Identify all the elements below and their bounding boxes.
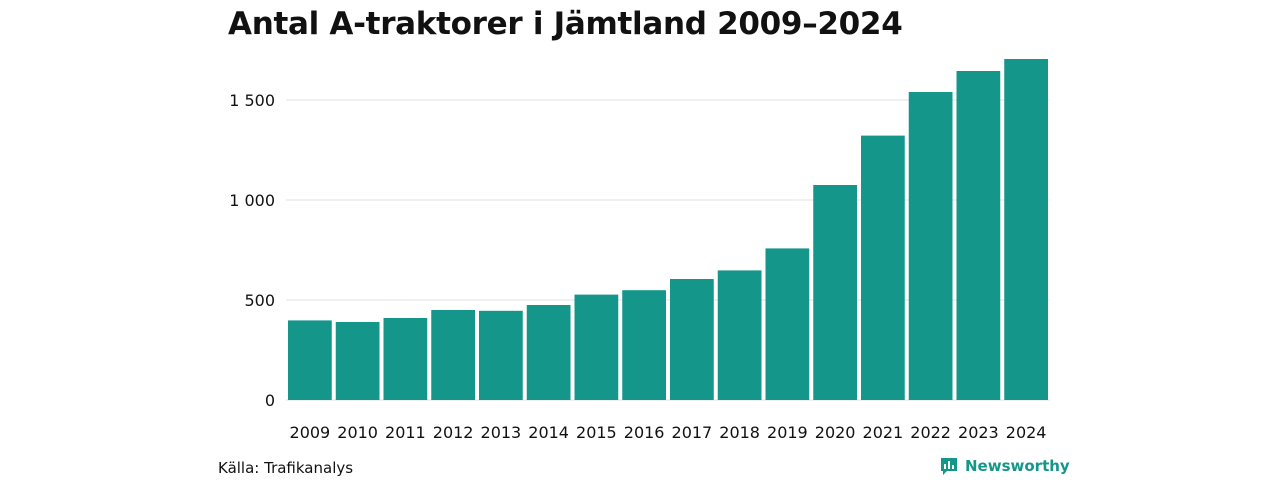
- bar-2011[interactable]: [383, 318, 428, 400]
- chart-title: Antal A-traktorer i Jämtland 2009–2024: [228, 6, 903, 42]
- x-tick-label: 2011: [385, 423, 426, 442]
- x-tick-label: 2010: [337, 423, 378, 442]
- x-tick-label: 2013: [481, 423, 522, 442]
- x-tick-label: 2009: [290, 423, 331, 442]
- bar-2023[interactable]: [956, 71, 1001, 400]
- x-tick-label: 2023: [958, 423, 999, 442]
- x-tick-label: 2022: [910, 423, 951, 442]
- x-tick-label: 2020: [815, 423, 856, 442]
- x-tick-label: 2021: [863, 423, 904, 442]
- x-tick-label: 2017: [672, 423, 713, 442]
- y-tick-label: 1 500: [229, 91, 275, 110]
- bar-2020[interactable]: [813, 185, 857, 400]
- bar-2012[interactable]: [431, 310, 475, 400]
- y-axis-ticks: 0 500 1 000 1 500: [229, 91, 275, 410]
- bar-2009[interactable]: [288, 320, 332, 400]
- bar-2010[interactable]: [335, 322, 380, 400]
- x-tick-label: 2014: [528, 423, 569, 442]
- newsworthy-logo-icon: [941, 458, 957, 475]
- y-tick-label: 500: [244, 291, 275, 310]
- bar-2014[interactable]: [526, 305, 571, 400]
- bar-2016[interactable]: [622, 290, 666, 400]
- bar-2024[interactable]: [1004, 59, 1048, 400]
- bars: [288, 59, 1048, 400]
- bar-2019[interactable]: [765, 248, 810, 400]
- bar-2015[interactable]: [574, 294, 619, 400]
- x-tick-label: 2016: [624, 423, 665, 442]
- bar-2021[interactable]: [861, 135, 905, 400]
- brand-logo[interactable]: Newsworthy: [939, 456, 1070, 476]
- source-note: Källa: Trafikanalys: [218, 459, 354, 477]
- bar-2017[interactable]: [670, 279, 714, 400]
- x-tick-label: 2019: [767, 423, 808, 442]
- x-tick-label: 2012: [433, 423, 474, 442]
- y-tick-label: 0: [265, 391, 275, 410]
- brand-name: Newsworthy: [965, 457, 1070, 475]
- x-tick-label: 2024: [1006, 423, 1047, 442]
- x-tick-label: 2018: [719, 423, 760, 442]
- x-tick-label: 2015: [576, 423, 617, 442]
- bar-2018[interactable]: [717, 270, 762, 400]
- x-axis-ticks: 2009 2010 2011 2012 2013 2014 2015 2016 2017 2018…: [290, 423, 1047, 442]
- bar-2022[interactable]: [908, 92, 953, 400]
- bar-2013[interactable]: [479, 310, 523, 400]
- y-tick-label: 1 000: [229, 191, 275, 210]
